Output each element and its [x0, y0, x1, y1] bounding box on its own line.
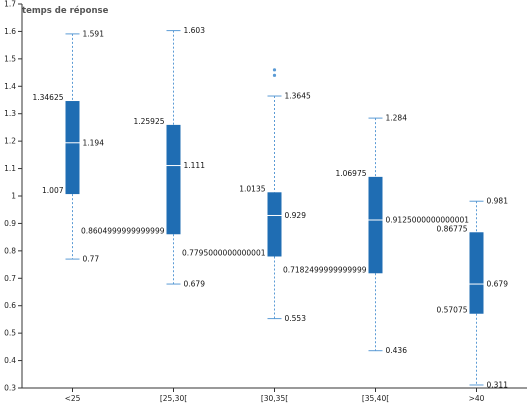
q3-label: 1.25925 — [133, 117, 164, 126]
y-tick-label: 0.9 — [4, 219, 16, 228]
min-label: 0.679 — [184, 280, 206, 289]
y-tick-label: 0.6 — [4, 301, 16, 310]
y-tick-label: 0.4 — [4, 356, 16, 365]
iqr-box — [368, 176, 383, 274]
max-label: 1.284 — [386, 114, 408, 123]
min-label: 0.553 — [285, 314, 307, 323]
q1-label: 0.8604999999999999 — [81, 226, 165, 235]
min-label: 0.77 — [83, 255, 100, 264]
y-tick-label: 0.7 — [4, 274, 16, 283]
box-group: 1.284 0.9125000000000001 0.436 1.06975 0.718… — [283, 114, 469, 356]
q1-label: 0.7795000000000001 — [182, 248, 266, 257]
x-tick-label: <25 — [65, 394, 81, 403]
iqr-box — [65, 101, 80, 195]
chart-title: temps de réponse — [22, 5, 109, 16]
y-tick-label: 0.5 — [4, 329, 16, 338]
min-label: 0.436 — [386, 346, 408, 355]
iqr-box — [166, 124, 181, 235]
q3-label: 0.86775 — [436, 224, 467, 233]
max-label: 1.3645 — [285, 92, 311, 101]
y-tick-label: 0.8 — [4, 246, 16, 255]
y-tick-label: 1.4 — [4, 82, 16, 91]
y-tick-label: 1 — [11, 192, 16, 201]
min-label: 0.311 — [487, 380, 509, 389]
x-tick-label: [30,35[ — [261, 394, 288, 403]
median-label: 1.111 — [184, 161, 206, 170]
iqr-box — [267, 192, 282, 257]
iqr-box — [469, 232, 484, 314]
outlier-point — [272, 73, 277, 77]
y-tick-label: 1.6 — [4, 27, 16, 36]
y-tick-label: 1.7 — [4, 0, 16, 9]
max-label: 1.603 — [184, 26, 206, 35]
q3-label: 1.34625 — [32, 93, 63, 102]
max-label: 1.591 — [83, 29, 105, 38]
outlier-point — [272, 68, 277, 72]
median-label: 0.679 — [487, 280, 509, 289]
box-group: 0.981 0.679 0.311 0.86775 0.57075 — [436, 197, 508, 390]
median-label: 1.194 — [83, 138, 105, 147]
y-tick-label: 1.3 — [4, 109, 16, 118]
box-group: 1.591 1.194 0.77 1.34625 1.007 — [32, 29, 104, 263]
q3-label: 1.0135 — [239, 184, 265, 193]
x-tick-label: [35,40[ — [362, 394, 389, 403]
y-tick-label: 1.5 — [4, 54, 16, 63]
x-tick-label: [25,30[ — [160, 394, 187, 403]
y-axis-ticks: 0.3 0.4 0.5 0.6 0.7 0.8 0.9 1 1.1 1.2 1.3 1.4 1.5 1.6… — [4, 0, 22, 393]
y-tick-label: 1.1 — [4, 164, 16, 173]
box-series: 1.591 1.194 0.77 1.34625 1.007 1.603 1.111 0.67… — [32, 26, 508, 389]
q1-label: 0.57075 — [436, 306, 467, 315]
box-group: 1.3645 0.929 0.553 1.0135 0.7795000000000001 — [182, 68, 311, 323]
median-label: 0.929 — [285, 211, 307, 220]
y-tick-label: 0.3 — [4, 384, 16, 393]
y-tick-label: 1.2 — [4, 137, 16, 146]
q1-label: 0.7182499999999999 — [283, 265, 367, 274]
max-label: 0.981 — [487, 197, 509, 206]
box-group: 1.603 1.111 0.679 1.25925 0.8604999999999999 — [81, 26, 205, 288]
median-label: 0.9125000000000001 — [386, 216, 470, 225]
x-tick-label: >40 — [469, 394, 485, 403]
q3-label: 1.06975 — [335, 169, 366, 178]
x-axis-ticks: <25 [25,30[ [30,35[ [35,40[ >40 — [65, 388, 485, 403]
q1-label: 1.007 — [42, 186, 64, 195]
